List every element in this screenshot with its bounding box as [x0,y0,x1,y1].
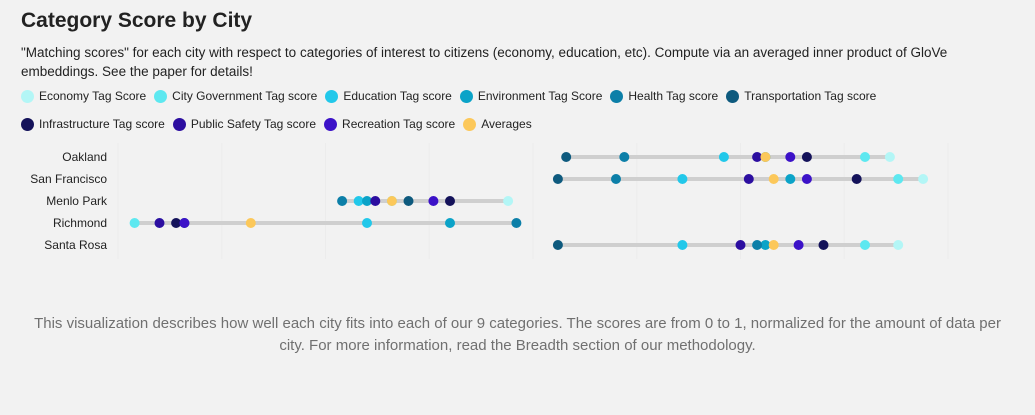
score-dot[interactable] [768,174,779,184]
footer-note: This visualization describes how well ea… [0,313,1035,357]
legend-label: Infrastructure Tag score [39,117,165,131]
score-dot[interactable] [337,196,348,206]
legend-label: Averages [481,117,532,131]
score-dot[interactable] [171,218,182,228]
legend-swatch [463,117,477,131]
legend-swatch [726,89,740,103]
chart-title: Category Score by City [21,9,253,32]
score-dot[interactable] [386,196,397,206]
score-dot[interactable] [918,174,929,184]
legend-label: Economy Tag Score [39,89,147,103]
score-dot[interactable] [511,218,522,228]
legend-item[interactable]: City Government Tag score [154,88,317,104]
legend-item[interactable]: Economy Tag Score [21,88,146,104]
legend-swatch [325,89,339,103]
score-dot[interactable] [893,240,904,250]
city-label: Santa Rosa [44,238,107,252]
city-label: San Francisco [30,172,107,186]
legend-label: Transportation Tag score [744,89,877,103]
legend-label: Environment Tag Score [477,89,603,103]
score-dot[interactable] [552,174,563,184]
score-dot[interactable] [760,240,771,250]
score-dot[interactable] [752,240,763,250]
score-dot[interactable] [353,196,364,206]
score-dot[interactable] [801,174,812,184]
legend-swatch [154,89,168,103]
legend-item[interactable]: Transportation Tag score [726,88,876,104]
legend-swatch [172,117,186,131]
score-dot[interactable] [552,240,563,250]
legend-label: City Government Tag score [172,89,318,103]
legend-swatch [610,89,624,103]
score-dot[interactable] [718,152,729,162]
score-dot[interactable] [860,240,870,250]
score-dot[interactable] [793,240,804,250]
legend-label: Health Tag score [628,89,719,103]
legend-swatch [459,89,473,103]
legend: Economy Tag Score City Government Tag sco… [21,88,1021,132]
score-dot[interactable] [445,196,455,206]
legend-item[interactable]: Infrastructure Tag score [21,116,165,132]
score-dot[interactable] [179,218,190,228]
score-dot[interactable] [893,174,904,184]
score-dot[interactable] [735,240,746,250]
legend-label: Recreation Tag score [342,117,456,131]
legend-swatch [324,117,338,131]
score-dot[interactable] [785,174,796,184]
score-dot[interactable] [561,152,572,162]
score-dot[interactable] [768,240,779,250]
score-dot[interactable] [503,196,514,206]
score-dot[interactable] [884,152,895,162]
score-dot[interactable] [129,218,140,228]
score-dot[interactable] [362,218,372,228]
score-dot[interactable] [801,152,812,162]
score-dot[interactable] [154,218,165,228]
legend-item[interactable]: Public Safety Tag score [172,116,317,132]
legend-item[interactable]: Recreation Tag score [324,116,455,132]
score-dot[interactable] [677,240,688,250]
chart-subtitle: "Matching scores" for each city with res… [21,45,948,79]
legend-item[interactable]: Health Tag score [610,88,718,104]
footer-text: This visualization describes how well ea… [34,315,1001,354]
city-label: Oakland [62,150,107,164]
score-dot[interactable] [818,240,829,250]
legend-item[interactable]: Environment Tag Score [459,88,603,104]
legend-item[interactable]: Averages [463,116,532,132]
score-dot[interactable] [677,174,688,184]
legend-swatch [21,89,34,103]
score-dot[interactable] [370,196,381,206]
score-dot[interactable] [619,152,630,162]
legend-label: Education Tag score [343,89,452,103]
legend-item[interactable]: Education Tag score [325,88,452,104]
score-dot[interactable] [428,196,439,206]
dot-plot-chart: Oakland San Francisco Menlo Park Richmond Sa… [30,143,949,259]
score-dot[interactable] [245,218,256,228]
score-dot[interactable] [743,174,754,184]
legend-label: Public Safety Tag score [190,117,317,131]
score-dot[interactable] [611,174,621,184]
score-dot[interactable] [445,218,455,228]
score-dot[interactable] [752,152,763,162]
city-label: Richmond [53,216,107,230]
score-dot[interactable] [851,174,862,184]
city-label: Menlo Park [46,194,108,208]
score-dot[interactable] [860,152,870,162]
score-dot[interactable] [760,152,771,162]
score-dot[interactable] [403,196,414,206]
legend-swatch [21,117,34,131]
score-dot[interactable] [785,152,796,162]
score-dot[interactable] [362,196,372,206]
